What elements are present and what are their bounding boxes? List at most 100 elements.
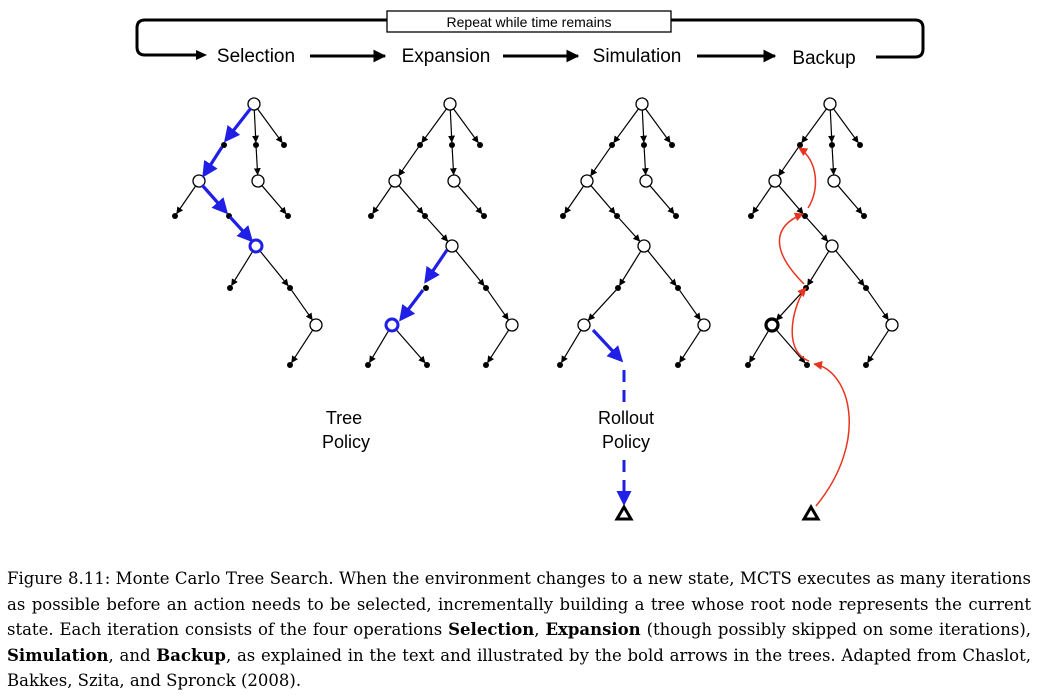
terminal-triangle-backup	[801, 504, 821, 521]
tree-edge	[259, 250, 289, 287]
action-node	[675, 285, 681, 291]
action-node	[861, 213, 867, 219]
expansion-path	[399, 249, 449, 322]
caption-part3: , as explained in the text and illustrat…	[7, 645, 1031, 691]
tree-edge	[231, 251, 254, 287]
action-node	[675, 362, 681, 368]
tree-edge	[421, 108, 447, 144]
tree-edge	[618, 217, 641, 242]
state-node	[251, 174, 265, 188]
tree-edge	[590, 185, 616, 215]
tree-edge	[749, 330, 770, 364]
selection-arrow-4	[228, 215, 254, 243]
phase-backup: Backup	[792, 48, 855, 69]
action-node	[615, 285, 621, 291]
tree-edge	[487, 330, 509, 364]
caption-sep1: ,	[534, 620, 540, 639]
tree-edge	[641, 147, 649, 176]
mcts-diagram: Repeat while time remains Selection Expa…	[135, 10, 925, 521]
state-node	[825, 239, 839, 253]
action-node	[253, 142, 259, 148]
rollout-policy-label-line2: Policy	[602, 432, 650, 452]
selection-arrow-1	[224, 107, 253, 143]
tree-edge	[775, 289, 805, 321]
caption-expansion: Expansion	[545, 620, 641, 639]
backup-arrow-3	[778, 212, 805, 285]
tree-edge	[829, 147, 837, 176]
action-node	[557, 362, 563, 368]
tree-edge	[867, 330, 889, 364]
state-node	[247, 97, 261, 111]
tree-edge	[752, 186, 772, 215]
tree-edge	[291, 330, 313, 364]
action-node	[614, 213, 620, 219]
caption-and: , and	[108, 645, 151, 665]
tree-edge	[833, 108, 859, 144]
tree-edge	[426, 217, 449, 242]
tree-edge	[835, 250, 865, 287]
tree-edge	[679, 290, 701, 321]
rollout-policy-label-line1: Rollout	[598, 408, 654, 428]
action-node	[673, 213, 679, 219]
selection-path	[200, 107, 254, 243]
tree-edge	[291, 290, 313, 321]
tree-edge	[564, 186, 584, 215]
action-node	[804, 362, 810, 368]
backup-path	[778, 147, 850, 507]
tree-edge	[487, 290, 509, 321]
tree-edge	[449, 147, 457, 176]
loop-label-box	[386, 10, 672, 33]
tree-edge	[448, 110, 456, 143]
tree-selection	[172, 97, 323, 368]
action-node	[483, 285, 489, 291]
state-node	[309, 318, 323, 332]
phase-expansion: Expansion	[402, 46, 491, 67]
tree-edge	[398, 185, 424, 215]
action-node	[857, 142, 863, 148]
tree-edge	[806, 217, 829, 242]
tree-edge	[867, 290, 889, 321]
tree-backup	[745, 97, 899, 368]
tree-edge	[369, 330, 390, 364]
caption-simulation: Simulation	[7, 645, 109, 665]
tree-expansion	[365, 97, 519, 368]
tree-edge	[587, 289, 617, 321]
tree-edge	[372, 186, 392, 215]
action-node	[745, 362, 751, 368]
action-node	[285, 213, 291, 219]
caption-figure-label: Figure 8.11:	[7, 569, 111, 588]
tree-policy-label-line2: Policy	[322, 432, 370, 452]
tree-edge	[649, 185, 675, 215]
state-node	[577, 318, 591, 332]
action-node	[748, 213, 754, 219]
phase-selection: Selection	[217, 46, 295, 67]
backup-arrow-4	[798, 147, 817, 209]
tree-edge	[807, 251, 830, 287]
state-node	[580, 174, 594, 188]
tree-edge	[775, 329, 806, 364]
tree-edge	[613, 108, 639, 144]
expansion-arrow-2	[399, 289, 425, 322]
state-node	[447, 174, 461, 188]
caption-part1: Monte Carlo Tree Search. When the enviro…	[7, 569, 1031, 639]
tree-edge	[801, 108, 827, 144]
action-node	[641, 142, 647, 148]
action-node	[227, 285, 233, 291]
tree-edge	[778, 185, 804, 215]
tree-edge	[398, 147, 419, 177]
action-node	[483, 362, 489, 368]
tree-simulation	[557, 97, 711, 368]
tree-edge	[455, 250, 485, 287]
caption-selection: Selection	[448, 620, 535, 639]
selection-arrow-2	[202, 146, 224, 178]
loop-label: Repeat while time remains	[447, 14, 612, 30]
caption-backup: Backup	[156, 645, 226, 665]
action-node	[368, 213, 374, 219]
tree-edge	[457, 185, 483, 215]
tree-edge	[837, 185, 863, 215]
terminal-triangle-simulation	[614, 504, 634, 521]
state-node	[445, 239, 459, 253]
action-node	[863, 285, 869, 291]
tree-edge	[778, 147, 799, 177]
state-node	[768, 174, 782, 188]
